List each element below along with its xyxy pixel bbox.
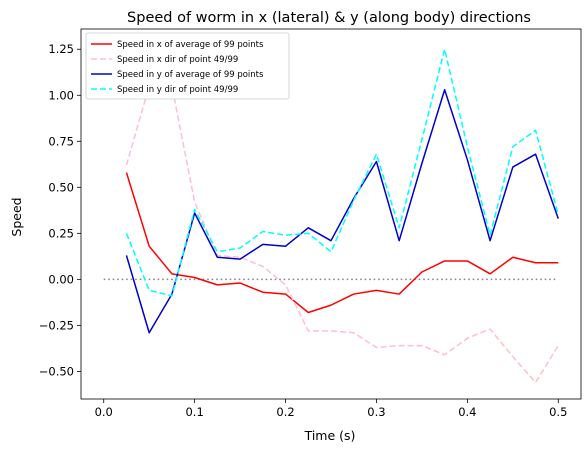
x-tick-label: 0.1	[185, 405, 203, 419]
series-line-4	[125, 48, 559, 297]
y-tick-label: 1.25	[48, 42, 74, 56]
y-tick-label: −0.25	[39, 318, 74, 332]
plot-area	[80, 28, 582, 400]
x-tick-label: 0.0	[95, 405, 113, 419]
y-tick-label: 0.00	[48, 272, 74, 286]
series-line-1	[125, 172, 559, 314]
axis-ticks: 0.0 0.1 0.2 0.3 0.4 0.5 −0.50 −0.25 0.00 0.25 0.50…	[39, 42, 568, 419]
x-tick-label: 0.4	[458, 405, 476, 419]
legend-label-3: Speed in y of average of 99 points	[117, 70, 264, 80]
x-axis-title: Time (s)	[304, 428, 356, 443]
y-tick-label: 1.00	[48, 88, 74, 102]
legend-label-2: Speed in x dir of point 49/99	[117, 55, 238, 65]
legend-box	[85, 32, 290, 100]
axes-frame	[80, 28, 582, 400]
y-axis-title: Speed	[9, 197, 24, 236]
x-tick-label: 0.3	[367, 405, 385, 419]
y-tick-label: 0.75	[48, 134, 74, 148]
legend-label-4: Speed in y dir of point 49/99	[117, 85, 238, 95]
x-tick-label: 0.5	[549, 405, 567, 419]
chart-title: Speed of worm in x (lateral) & y (along …	[127, 10, 531, 26]
legend-label-1: Speed in x of average of 99 points	[117, 40, 264, 50]
series-line-2	[125, 85, 559, 384]
y-tick-label: −0.50	[39, 364, 74, 378]
series-line-3	[125, 89, 559, 334]
y-tick-label: 0.50	[48, 180, 74, 194]
y-tick-label: 0.25	[48, 226, 74, 240]
legend: Speed in x of average of 99 points Speed …	[85, 32, 290, 100]
x-tick-label: 0.2	[276, 405, 294, 419]
